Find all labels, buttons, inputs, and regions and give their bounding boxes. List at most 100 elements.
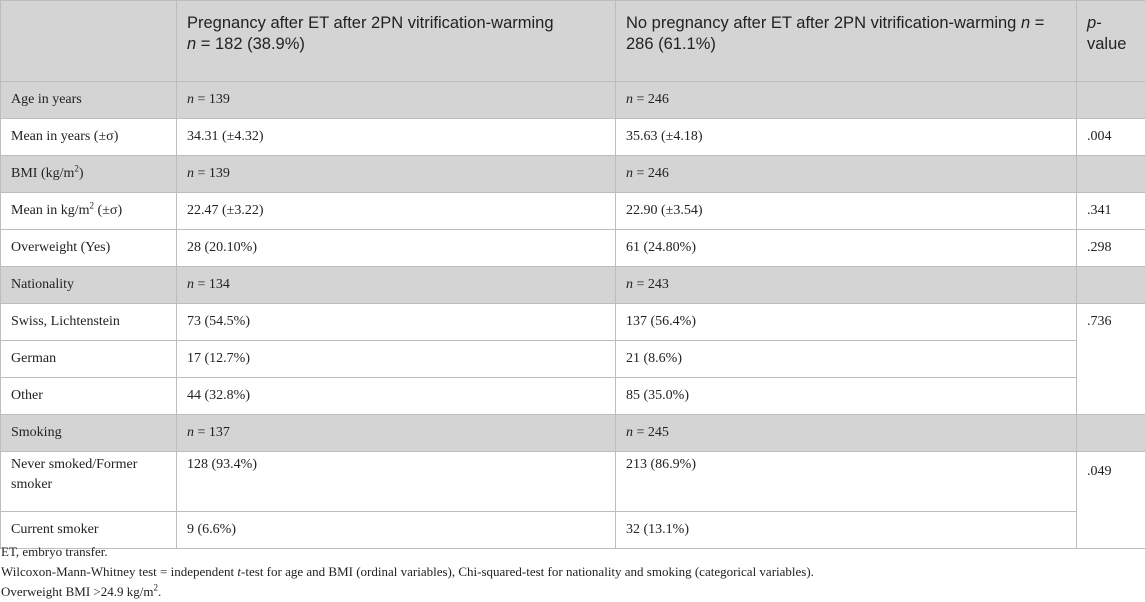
n-label: n	[626, 277, 633, 292]
row-label: Never smoked/Former smoker	[0, 451, 177, 512]
group-row-bmi: BMI (kg/m2) n = 139 n = 246	[0, 155, 1145, 193]
n-label: n	[187, 425, 194, 440]
n-value: = 134	[194, 277, 230, 292]
footnote-text: Overweight BMI >24.9 kg/m	[1, 584, 154, 599]
n-cell: n = 134	[176, 266, 616, 304]
superscript: 2	[74, 163, 79, 174]
results-table: Pregnancy after ET after 2PN vitrificati…	[0, 0, 1145, 549]
value-cell: 22.47 (±3.22)	[176, 192, 616, 230]
value-cell: 17 (12.7%)	[176, 340, 616, 378]
superscript: 2	[89, 200, 95, 211]
table-row: Current smoker 9 (6.6%) 32 (13.1%)	[0, 511, 1145, 549]
n-cell: n = 137	[176, 414, 616, 452]
n-value: = 246	[633, 166, 669, 181]
row-label: Age in years	[0, 81, 177, 119]
label-text: Mean in kg/m	[11, 203, 90, 218]
header-pregnancy-n-label: n	[187, 35, 197, 53]
p-cell-empty	[1076, 155, 1145, 193]
n-value: = 245	[633, 425, 669, 440]
group-row-smoking: Smoking n = 137 n = 245	[0, 414, 1145, 452]
group-row-nationality: Nationality n = 134 n = 243	[0, 266, 1145, 304]
header-no-pregnancy-n-value: = 286 (61.1%)	[626, 14, 1045, 53]
row-label: Mean in years (±σ)	[0, 118, 177, 156]
n-value: = 137	[194, 425, 230, 440]
header-row: Pregnancy after ET after 2PN vitrificati…	[0, 0, 1145, 82]
n-value: = 139	[194, 92, 230, 107]
n-value: = 243	[633, 277, 669, 292]
n-cell: n = 246	[615, 155, 1077, 193]
value-cell: 35.63 (±4.18)	[615, 118, 1077, 156]
row-label: Mean in kg/m2 (±σ)	[0, 192, 177, 230]
n-cell: n = 139	[176, 155, 616, 193]
table-row: German 17 (12.7%) 21 (8.6%)	[0, 340, 1145, 378]
p-value-cell: .341	[1076, 192, 1145, 230]
label-text: (±σ)	[94, 203, 123, 218]
p-value-cell: .298	[1076, 229, 1145, 267]
header-no-pregnancy: No pregnancy after ET after 2PN vitrific…	[615, 0, 1077, 82]
row-label: Other	[0, 377, 177, 415]
label-text: )	[78, 166, 84, 181]
n-label: n	[626, 166, 633, 181]
p-cell-empty	[1076, 266, 1145, 304]
n-label: n	[626, 92, 633, 107]
header-pregnancy: Pregnancy after ET after 2PN vitrificati…	[176, 0, 616, 82]
value-cell: 128 (93.4%)	[176, 451, 616, 512]
header-p-value: p-value	[1076, 0, 1145, 82]
p-cell-empty	[1076, 81, 1145, 119]
table-row: Swiss, Lichtenstein 73 (54.5%) 137 (56.4…	[0, 303, 1145, 415]
row-label: Nationality	[0, 266, 177, 304]
n-value: = 139	[194, 166, 230, 181]
value-cell: 34.31 (±4.32)	[176, 118, 616, 156]
value-cell: 213 (86.9%)	[615, 451, 1077, 512]
value-cell: 21 (8.6%)	[615, 340, 1077, 378]
value-cell: 61 (24.80%)	[615, 229, 1077, 267]
group-row-age: Age in years n = 139 n = 246	[0, 81, 1145, 119]
n-cell: n = 246	[615, 81, 1077, 119]
footnote-tests: Wilcoxon-Mann-Whitney test = independent…	[1, 562, 1141, 582]
header-pregnancy-n-value: = 182 (38.9%)	[196, 35, 305, 53]
p-value-cell: .004	[1076, 118, 1145, 156]
header-no-pregnancy-n-label: n	[1020, 14, 1031, 32]
row-label: Current smoker	[0, 511, 177, 549]
footnote-text: .	[157, 584, 162, 599]
table-row: Mean in years (±σ) 34.31 (±4.32) 35.63 (…	[0, 118, 1145, 156]
n-value: = 246	[633, 92, 669, 107]
n-label: n	[187, 277, 194, 292]
header-pregnancy-title: Pregnancy after ET after 2PN vitrificati…	[187, 14, 554, 32]
p-cell-empty	[1076, 414, 1145, 452]
row-label: German	[0, 340, 177, 378]
n-label: n	[187, 92, 194, 107]
table-row: Mean in kg/m2 (±σ) 22.47 (±3.22) 22.90 (…	[0, 192, 1145, 230]
n-label: n	[626, 425, 633, 440]
row-label: Overweight (Yes)	[0, 229, 177, 267]
row-label: Smoking	[0, 414, 177, 452]
value-cell: 73 (54.5%)	[176, 303, 616, 341]
footnote-text: -test for age and BMI (ordinal variables…	[241, 564, 814, 579]
label-text: BMI (kg/m	[11, 166, 75, 181]
header-p-italic: p	[1087, 14, 1097, 32]
footnote-italic: t	[237, 564, 242, 579]
p-value-cell: .049	[1076, 451, 1145, 549]
value-cell: 85 (35.0%)	[615, 377, 1077, 415]
header-empty-cell	[0, 0, 177, 82]
value-cell: 28 (20.10%)	[176, 229, 616, 267]
header-p-rest: -value	[1087, 14, 1127, 53]
value-cell: 32 (13.1%)	[615, 511, 1077, 549]
footnote-overweight: Overweight BMI >24.9 kg/m2.	[1, 582, 1141, 602]
footnote-text: Wilcoxon-Mann-Whitney test = independent	[1, 564, 238, 579]
n-cell: n = 139	[176, 81, 616, 119]
superscript: 2	[153, 582, 158, 593]
p-value-cell: .736	[1076, 303, 1145, 415]
value-cell: 137 (56.4%)	[615, 303, 1077, 341]
value-cell: 44 (32.8%)	[176, 377, 616, 415]
value-cell: 22.90 (±3.54)	[615, 192, 1077, 230]
row-label: BMI (kg/m2)	[0, 155, 177, 193]
row-label: Swiss, Lichtenstein	[0, 303, 177, 341]
table-footnotes: ET, embryo transfer. Wilcoxon-Mann-Whitn…	[1, 542, 1141, 602]
header-no-pregnancy-title: No pregnancy after ET after 2PN vitrific…	[626, 14, 1017, 32]
table-row: Never smoked/Former smoker 128 (93.4%) 2…	[0, 451, 1145, 549]
value-cell: 9 (6.6%)	[176, 511, 616, 549]
n-cell: n = 243	[615, 266, 1077, 304]
n-cell: n = 245	[615, 414, 1077, 452]
table-row: Other 44 (32.8%) 85 (35.0%)	[0, 377, 1145, 415]
